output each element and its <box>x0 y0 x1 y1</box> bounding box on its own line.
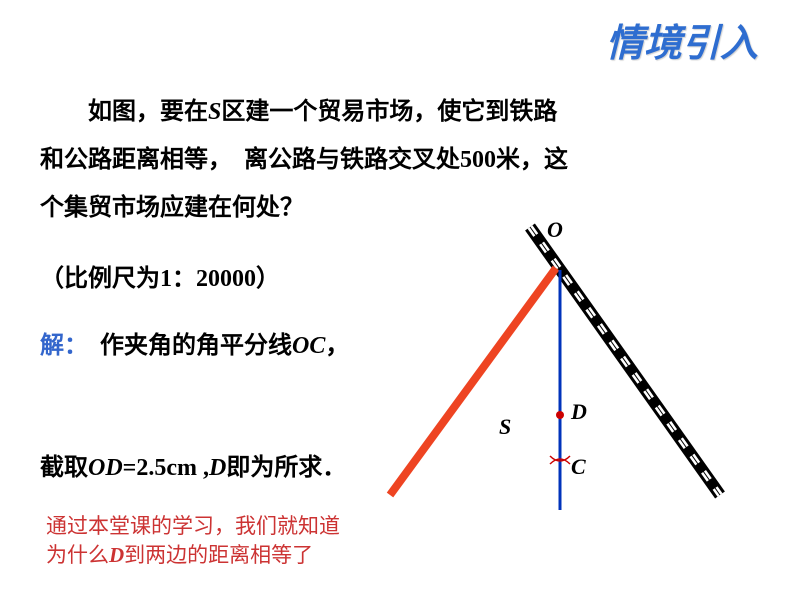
conclusion: 通过本堂课的学习，我们就知道 为什么D到两边的距离相等了 <box>46 512 340 571</box>
conclusion-line1: 通过本堂课的学习，我们就知道 <box>46 514 340 538</box>
problem-line3: 个集贸市场应建在何处？ <box>40 195 304 221</box>
construct-mid: =2.5cm , <box>123 455 209 481</box>
conclusion-line2-prefix: 为什么 <box>46 543 109 567</box>
variable-OD: OD <box>88 455 123 481</box>
problem-line1-prefix: 如图，要在 <box>40 99 208 125</box>
variable-D: D <box>209 455 226 481</box>
variable-S: S <box>208 99 221 125</box>
solution-suffix: ， <box>325 333 349 359</box>
problem-line1-mid: 区建一个贸易市场，使它到铁路 <box>221 99 557 125</box>
variable-D-conclusion: D <box>109 543 124 567</box>
conclusion-line2-suffix: 到两边的距离相等了 <box>124 543 313 567</box>
scale-info: （比例尺为1：20000） <box>40 258 280 293</box>
solution-label: 解： <box>40 325 88 360</box>
construct-suffix: 即为所求． <box>226 455 346 481</box>
solution-step: 作夹角的角平分线OC， <box>100 325 349 360</box>
solution-prefix: 作夹角的角平分线 <box>100 333 292 359</box>
construction-step: 截取OD=2.5cm ,D即为所求． <box>40 447 346 482</box>
problem-line2: 和公路距离相等， 离公路与铁路交叉处500米，这 <box>40 147 568 173</box>
problem-statement: 如图，要在S区建一个贸易市场，使它到铁路 和公路距离相等， 离公路与铁路交叉处5… <box>40 88 720 232</box>
construct-prefix: 截取 <box>40 455 88 481</box>
geometry-diagram <box>370 215 750 555</box>
variable-OC: OC <box>292 333 325 359</box>
section-header: 情境引入 <box>606 12 758 67</box>
